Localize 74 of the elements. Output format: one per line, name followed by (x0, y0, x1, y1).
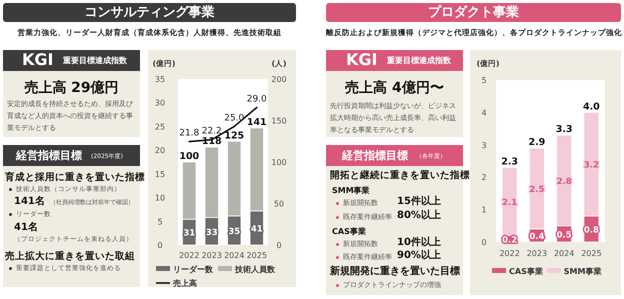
text: KGI (346, 50, 378, 69)
data-label: 31 (183, 228, 196, 239)
data-label: 25.0 (224, 113, 245, 124)
data-label: 2.8 (556, 176, 572, 187)
data-label: 21.8 (179, 128, 200, 139)
y-tick-label: 25 (154, 122, 166, 132)
data-label: 33 (206, 228, 218, 238)
x-tick-label: 2025 (246, 251, 267, 260)
y-tick-label: 0 (157, 241, 163, 250)
y-tick-label: 5 (481, 76, 487, 85)
legend-label: 売上高 (173, 278, 197, 288)
x-tick-label: 2023 (202, 251, 222, 260)
total-label: 141 (246, 116, 267, 128)
data-label: 35 (228, 226, 240, 237)
x-tick-label: 2022 (179, 251, 200, 260)
total-label: 3.3 (556, 124, 573, 136)
y-tick-label: 1 (481, 206, 487, 215)
x-tick-label: 2024 (224, 251, 244, 260)
text: 141名 (14, 196, 45, 208)
text: コンサルティング事業 (3, 5, 296, 20)
y2-tick-label: 150 (271, 116, 287, 126)
y-tick-label: 5 (157, 217, 163, 226)
text: SMM事業 (332, 186, 370, 196)
x-tick-label: 2023 (526, 249, 548, 258)
data-label: 2.1 (502, 198, 518, 208)
y-tick-label: 30 (154, 98, 166, 108)
y2-tick-label: 0 (276, 241, 282, 250)
text: 売上高 29億円 (23, 80, 120, 96)
y-tick-label: 20 (154, 146, 166, 156)
legend-label: 技術人員数 (234, 265, 276, 274)
text: 開拓と継続に重きを置いた指標 (330, 170, 470, 182)
text: 経営指標目標 (16, 149, 82, 162)
y-tick-label: 2 (481, 173, 487, 182)
text: 売上高 4億円〜 (344, 80, 445, 96)
y-tick-label: 0 (481, 238, 487, 247)
y-tick-label: 35 (154, 75, 166, 84)
text: 10件以上 (397, 237, 441, 249)
text: 80%以上 (397, 210, 441, 222)
total-label: 4.0 (582, 101, 600, 112)
x-tick-label: 2024 (554, 249, 574, 258)
y2-tick-label: 50 (274, 200, 284, 208)
text: 売上拡大に重きを置いた取組 (5, 251, 135, 262)
data-label: 2.5 (529, 185, 544, 196)
data-label: 3.2 (584, 160, 599, 171)
data-label: 29.0 (246, 94, 268, 104)
text: プロダクト事業 (326, 5, 621, 20)
x-tick-label: 2025 (581, 249, 602, 258)
y2-tick-label: 100 (271, 158, 287, 167)
text: 15件以上 (397, 196, 441, 208)
text: 経営指標目標 (342, 149, 408, 162)
legend-label: SMM事業 (564, 267, 602, 276)
data-label: 22.2 (202, 126, 222, 137)
y-tick-label: 10 (154, 194, 166, 203)
total-label: 2.3 (501, 156, 518, 168)
text: 育成と採用に重きを置いた指標 (5, 172, 145, 184)
y2-tick-label: 200 (271, 75, 287, 84)
text: 重要目標達成指数 (387, 56, 451, 66)
total-label: 100 (179, 151, 200, 162)
legend-label: リーダー数 (173, 265, 214, 274)
text: 新規開発に重きを置いた目標 (330, 266, 460, 278)
y-tick-label: 15 (154, 170, 166, 179)
text: 41名 (14, 222, 38, 234)
x-tick-label: 2022 (499, 249, 520, 258)
data-label: 0.5 (556, 230, 572, 240)
text: CAS事業 (332, 227, 366, 237)
y-tick-label: 3 (481, 140, 487, 150)
y-tick-label: 4 (481, 108, 487, 118)
text: 重要目標達成指数 (63, 56, 127, 66)
total-label: 2.9 (528, 137, 546, 148)
text: 90%以上 (397, 250, 441, 262)
text: KGI (22, 50, 54, 69)
legend-label: CAS事業 (509, 267, 543, 276)
data-label: 41 (250, 224, 263, 234)
total-label: 125 (224, 130, 244, 142)
